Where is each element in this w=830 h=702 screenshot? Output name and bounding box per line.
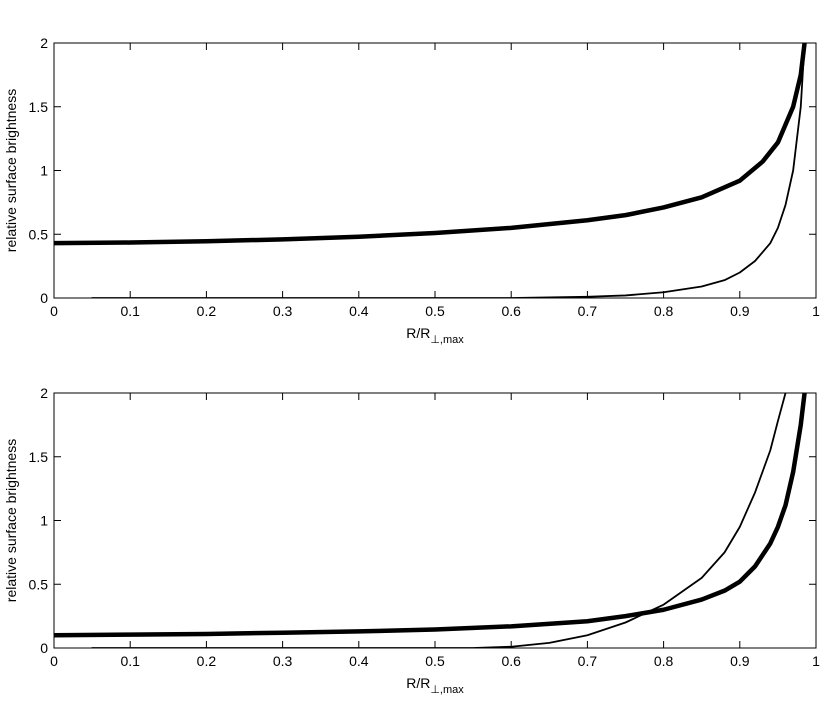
x-tick-label: 0.3	[273, 653, 293, 669]
x-tick-label: 0.8	[654, 303, 674, 319]
x-tick-label: 0.5	[425, 303, 445, 319]
x-tick-label: 0.1	[120, 653, 140, 669]
thin-curve-1	[91, 393, 787, 648]
x-tick-label: 0.9	[730, 653, 750, 669]
y-tick-label: 0	[40, 640, 48, 656]
thick-curve-0	[54, 43, 807, 246]
thick-curve-1	[54, 393, 807, 638]
x-tick-label: 0.7	[578, 653, 598, 669]
y-axis-label: relative surface brightness	[3, 439, 19, 602]
top-panel: 0 0.1 0.2 0.3 0.4 0.5 0.6 0.7 0.8 0.9 1 0 0.5 1 1.5 2 R/…	[3, 35, 820, 346]
y-tick-label: 0.5	[29, 226, 49, 242]
x-tick-label: 1	[812, 303, 820, 319]
x-tick-label: 0	[50, 653, 58, 669]
y-tick-label: 1	[40, 513, 48, 529]
x-tick-label: 0.8	[654, 653, 674, 669]
y-tick-label: 0.5	[29, 576, 49, 592]
x-tick-label: 0.4	[349, 303, 369, 319]
x-tick-label: 0.7	[578, 303, 598, 319]
x-tick-label: 0.1	[120, 303, 140, 319]
thin-curve-0	[91, 43, 806, 298]
y-tick-label: 1.5	[29, 449, 49, 465]
x-tick-label: 0.2	[197, 303, 217, 319]
y-axis-label: relative surface brightness	[3, 89, 19, 252]
x-tick-label: 0	[50, 303, 58, 319]
series-group	[54, 43, 807, 298]
y-tick-label: 1	[40, 163, 48, 179]
x-tick-label: 0.3	[273, 303, 293, 319]
plot-frame	[53, 392, 817, 649]
bottom-panel: 0 0.1 0.2 0.3 0.4 0.5 0.6 0.7 0.8 0.9 1 0 0.5 1 1.5 2 R/…	[3, 385, 820, 696]
plot-frame	[53, 42, 817, 299]
y-tick-label: 2	[40, 35, 48, 51]
x-tick-label: 0.9	[730, 303, 750, 319]
x-tick-label: 0.5	[425, 653, 445, 669]
y-tick-label: 2	[40, 385, 48, 401]
x-tick-label: 0.6	[501, 303, 521, 319]
x-tick-label: 1	[812, 653, 820, 669]
series-group	[54, 393, 807, 648]
x-axis-label: R/R⊥,max	[406, 675, 464, 696]
x-tick-label: 0.2	[197, 653, 217, 669]
y-tick-label: 1.5	[29, 99, 49, 115]
x-tick-label: 0.4	[349, 653, 369, 669]
y-tick-label: 0	[40, 290, 48, 306]
x-axis-label: R/R⊥,max	[406, 325, 464, 346]
x-tick-label: 0.6	[501, 653, 521, 669]
